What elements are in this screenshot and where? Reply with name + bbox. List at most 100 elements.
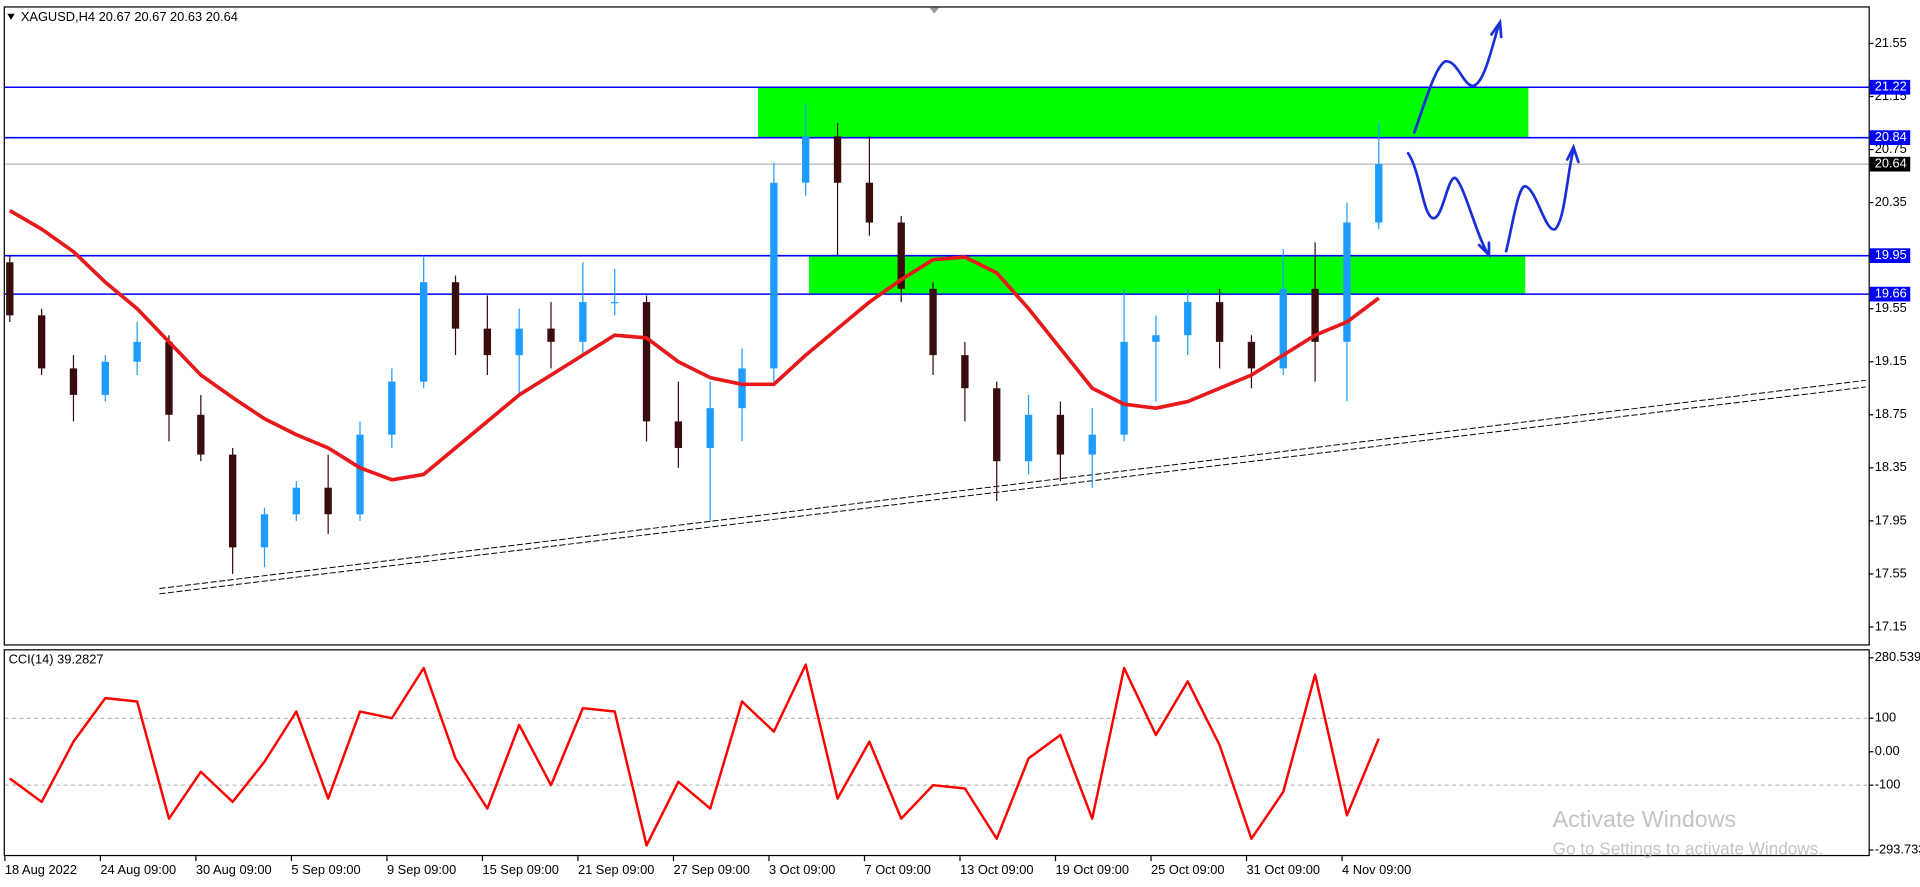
arrow-down [1406,151,1490,256]
x-tick-label: 30 Aug 09:00 [196,862,272,877]
candle-body [388,381,396,435]
candle-body [1056,414,1065,455]
x-tick-label: 18 Aug 2022 [5,862,77,877]
axes: 17.15 17.55 17.95 18.35 18.75 19.15 19.55 19.95… [4,35,1920,877]
candle-body [738,368,746,409]
candle-body [1120,341,1128,435]
y-tick-label: 18.35 [1875,459,1907,474]
candle-body [483,328,492,356]
chart-title: XAGUSD,H4 20.67 20.67 20.63 20.64 [21,9,238,24]
y-tick-label: -293.733 [1875,841,1920,856]
x-tick-label: 3 Oct 09:00 [769,862,835,877]
y-tick-label: 17.15 [1875,618,1907,633]
x-tick-label: 7 Oct 09:00 [864,862,930,877]
x-tick-label: 24 Aug 09:00 [100,862,176,877]
cci-plot [4,663,1869,847]
y-tick-label: 21.55 [1875,35,1907,50]
price-panel [3,6,1870,646]
x-tick-label: 19 Oct 09:00 [1056,862,1130,877]
arrow-up [1412,23,1501,134]
candle-body [133,341,141,362]
x-tick-label: 15 Sep 09:00 [482,862,558,877]
x-tick-label: 31 Oct 09:00 [1247,862,1321,877]
price-plot [4,86,1869,595]
candle-body [6,262,14,316]
cci-panel [3,649,1870,857]
arrow-rebound [1504,148,1575,253]
x-tick-label: 13 Oct 09:00 [960,862,1034,877]
y-tick-label: 0.00 [1875,743,1900,758]
y-tick-label: 19.15 [1875,353,1907,368]
y-tick-label: 100 [1875,710,1896,725]
arrow-head [1477,241,1491,259]
y-tick-label: 280.539 [1875,649,1920,664]
x-tick-label: 4 Nov 09:00 [1342,862,1411,877]
candle-body [833,136,842,183]
arrow-head [1490,18,1503,39]
y-tick-label: -100 [1875,777,1901,792]
candle-body [547,328,555,342]
arrow-head [1566,143,1580,164]
candle-body [1247,341,1256,369]
y-tick-label: 17.95 [1875,512,1907,527]
level-tag [1869,248,1911,264]
x-tick-label: 27 Sep 09:00 [673,862,749,877]
candle-body [324,487,332,515]
level-label: 21.22 [1875,79,1907,94]
candle-body [451,282,460,329]
candle-body [706,408,714,448]
candle-body [1088,434,1096,455]
moving-average [8,208,1380,482]
x-tick-label: 21 Sep 09:00 [578,862,654,877]
level-label: 19.66 [1875,286,1907,301]
candle-body [1279,288,1287,369]
candle-body [197,414,205,455]
y-tick-label: 17.55 [1875,565,1907,580]
candle-body [642,302,651,422]
x-tick-label: 5 Sep 09:00 [291,862,360,877]
trend-line [159,386,1866,595]
y-tick-label: 18.75 [1875,406,1907,421]
candle-body [228,454,237,548]
level-tag [1869,79,1911,95]
candle-body [579,302,587,342]
watermark-subtitle: Go to Settings to activate Windows. [1553,839,1823,859]
candle-body [1024,414,1033,462]
level-label: 19.95 [1875,247,1907,262]
candle-body [69,368,78,395]
candle-body [420,282,428,382]
shift-marker [929,7,940,14]
x-tick-label: 9 Sep 09:00 [387,862,456,877]
x-tick-label: 25 Oct 09:00 [1151,862,1225,877]
candle-body [993,388,1001,462]
trend-line [159,379,1866,590]
cci-title: CCI(14) 39.2827 [9,652,104,667]
candle-body [165,341,173,415]
zone [808,255,1526,295]
candle-body [356,434,364,515]
candle-body [260,514,269,548]
projection-arrows [1406,18,1580,259]
candle-body [770,182,778,369]
level-tag [1869,130,1911,145]
candle-body [1311,288,1319,342]
candle-body [1375,164,1383,223]
zone [757,87,1529,138]
candle-body [802,136,810,183]
candle-body [611,302,619,304]
candle-body [1215,302,1224,342]
current-label: 20.64 [1875,156,1907,171]
level-label: 20.84 [1875,129,1907,144]
candle-body [1184,302,1192,336]
candle-body [897,222,905,289]
level-tag [1869,286,1911,302]
candle-body [865,182,874,223]
candle-body [37,315,46,369]
candle-body [674,421,683,448]
candle-body [101,361,109,395]
candle-body [292,487,300,515]
watermark-title: Activate Windows [1553,806,1736,832]
y-tick-label: 19.55 [1875,300,1907,315]
